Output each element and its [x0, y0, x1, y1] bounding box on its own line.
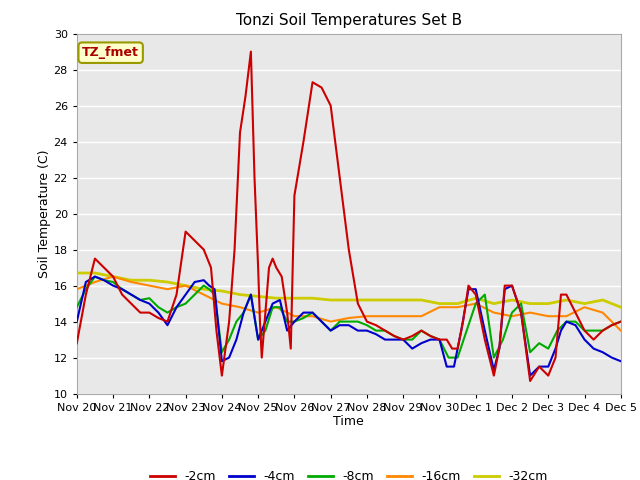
- Legend: -2cm, -4cm, -8cm, -16cm, -32cm: -2cm, -4cm, -8cm, -16cm, -32cm: [145, 465, 553, 480]
- Text: TZ_fmet: TZ_fmet: [82, 46, 139, 59]
- Title: Tonzi Soil Temperatures Set B: Tonzi Soil Temperatures Set B: [236, 13, 462, 28]
- X-axis label: Time: Time: [333, 415, 364, 429]
- Y-axis label: Soil Temperature (C): Soil Temperature (C): [38, 149, 51, 278]
